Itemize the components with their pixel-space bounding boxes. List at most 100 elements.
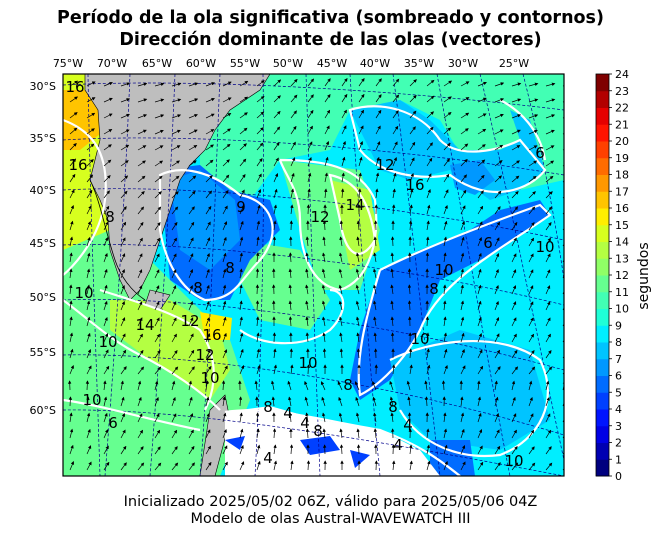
lat-label: 40°S (30, 184, 56, 197)
wave-vector (238, 396, 243, 407)
colorbar-swatch (596, 459, 609, 477)
wave-vector (477, 237, 482, 247)
wave-vector (545, 206, 553, 215)
wave-vector (545, 285, 551, 295)
colorbar-tick-label: 10 (615, 303, 629, 316)
wave-vector (528, 222, 535, 231)
wave-vector (154, 285, 160, 295)
lon-label: 40°W (360, 57, 390, 70)
wave-vector (188, 237, 194, 247)
wave-vector (171, 114, 182, 119)
wave-vector (307, 156, 312, 167)
wave-vector (511, 206, 519, 215)
wave-vector (528, 429, 535, 439)
wave-vector (137, 333, 143, 343)
lon-label: 30°W (448, 57, 478, 70)
wave-vector (222, 316, 227, 327)
wave-vector (494, 445, 501, 455)
wave-vector (154, 350, 161, 359)
wave-vector (477, 365, 484, 375)
wave-vector (356, 220, 361, 231)
wave-vector (338, 316, 343, 327)
lon-label: 45°W (317, 57, 347, 70)
wave-vector (188, 82, 199, 87)
wave-vector (290, 141, 296, 151)
wave-vector (103, 97, 113, 103)
colorbar-swatch (596, 425, 609, 443)
wave-vector (188, 175, 197, 183)
wave-vector (306, 204, 311, 215)
wave-vector (154, 160, 164, 167)
wave-vector (69, 236, 74, 247)
wave-vector (205, 144, 214, 151)
wave-vector (511, 114, 522, 119)
wave-vector (273, 444, 277, 455)
wave-vector (392, 78, 400, 87)
wave-vector (357, 188, 362, 199)
wave-vector (409, 460, 413, 471)
wave-vector (426, 220, 430, 231)
wave-vector (154, 269, 160, 279)
wave-vector (239, 205, 245, 215)
wave-vector (494, 300, 499, 311)
wave-vector (324, 109, 331, 119)
wave-vector (477, 174, 485, 183)
wave-vector (460, 97, 470, 103)
wave-vector (409, 94, 417, 103)
wave-vector (307, 172, 312, 183)
wave-vector (86, 316, 91, 327)
wave-vector (85, 380, 90, 391)
wave-vector (375, 172, 380, 183)
wave-vector (324, 156, 329, 167)
wave-vector (324, 78, 331, 87)
wave-vector (373, 428, 378, 439)
wave-vector (188, 206, 195, 215)
wave-vector (103, 81, 113, 87)
wave-vector (511, 237, 517, 247)
wave-vector (103, 429, 109, 439)
wave-vector (443, 220, 448, 231)
colorbar-swatch (596, 375, 609, 393)
wave-vector (120, 349, 127, 359)
wave-vector (322, 220, 327, 231)
wave-vector (239, 461, 245, 471)
wave-vector (239, 252, 243, 263)
wave-vector (137, 462, 145, 471)
wave-vector (86, 158, 94, 167)
contour-label: 6 (108, 414, 118, 432)
wave-vector (255, 268, 260, 279)
wave-vector (307, 78, 315, 87)
wave-vector (154, 82, 165, 87)
wave-vector (373, 236, 377, 247)
wave-vector (391, 204, 396, 215)
wave-vector (154, 366, 162, 375)
wave-vector (494, 462, 501, 471)
wave-vector (460, 332, 465, 343)
wave-vector (511, 285, 517, 295)
wave-vector (188, 333, 194, 343)
wave-vector (460, 445, 466, 455)
wave-vector (69, 158, 77, 167)
wave-vector (188, 301, 194, 311)
wave-vector (545, 237, 551, 247)
wave-vector (239, 112, 248, 119)
colorbar-tick-label: 8 (615, 336, 622, 349)
wave-vector (273, 95, 281, 103)
wave-vector (154, 317, 160, 327)
wave-vector (222, 365, 228, 375)
colorbar-tick-label: 17 (615, 185, 629, 198)
wave-vector (103, 396, 108, 407)
wave-vector (222, 97, 232, 103)
wave-vector (205, 349, 211, 359)
wave-vector (154, 222, 161, 231)
wave-vector (322, 332, 326, 343)
wave-vector (69, 205, 74, 215)
wave-vector (137, 366, 145, 375)
wave-vector (188, 253, 194, 263)
wave-vector (255, 252, 260, 263)
wave-vector (290, 125, 297, 135)
wave-vector (494, 366, 501, 375)
shading-7s-patch (450, 160, 495, 195)
wave-vector (171, 380, 176, 391)
wave-vector (392, 188, 396, 199)
